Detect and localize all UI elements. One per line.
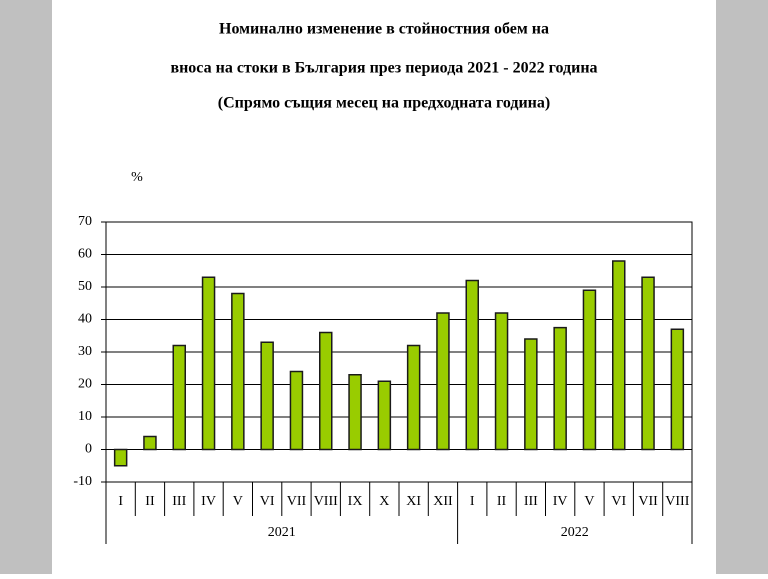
bar: [348, 374, 362, 451]
bar: [582, 289, 597, 451]
x-tick-label: VI: [260, 494, 275, 509]
x-tick-label: V: [233, 494, 243, 509]
x-tick-label: IV: [553, 494, 568, 509]
y-tick-label: 0: [85, 442, 92, 457]
x-tick-label: VIII: [665, 494, 689, 509]
y-axis-label: %: [131, 170, 143, 185]
x-tick-label: XI: [406, 494, 421, 509]
bar: [465, 279, 479, 451]
bar: [377, 380, 392, 451]
bar: [143, 435, 157, 451]
x-tick-label: XII: [433, 494, 453, 509]
x-tick-label: II: [497, 494, 507, 509]
y-tick-label: 20: [78, 377, 92, 392]
y-tick-label: 30: [78, 344, 92, 359]
bar: [494, 312, 509, 451]
bar: [231, 292, 245, 451]
x-tick-label: IX: [348, 494, 363, 509]
y-tick-label: 10: [78, 409, 92, 424]
chart-title: Номинално изменение в стойностния обем н…: [219, 21, 549, 38]
bar: [524, 338, 538, 451]
y-tick-label: 50: [78, 279, 92, 294]
bar: [260, 341, 274, 451]
bar: [406, 344, 421, 451]
bar: [670, 328, 685, 451]
y-tick-label: 70: [78, 214, 92, 229]
side-panel: [716, 0, 768, 574]
group-label: 2022: [561, 525, 589, 540]
x-tick-label: III: [524, 494, 538, 509]
x-tick-label: I: [118, 494, 123, 509]
bar: [113, 448, 128, 467]
bar: [289, 370, 304, 451]
chart-title: вноса на стоки в България през периода 2…: [170, 60, 597, 77]
y-tick-label: 60: [78, 247, 92, 262]
x-tick-label: X: [379, 494, 389, 509]
bar: [553, 326, 567, 451]
bar: [641, 276, 655, 451]
y-tick-label: -10: [73, 474, 92, 489]
bar: [201, 276, 216, 451]
chart-subtitle: (Спрямо същия месец на предходната годин…: [218, 95, 550, 112]
x-tick-label: I: [470, 494, 475, 509]
x-tick-label: VIII: [314, 494, 338, 509]
bar: [436, 312, 450, 451]
x-tick-label: II: [145, 494, 155, 509]
side-panel: [0, 0, 52, 574]
x-tick-label: VII: [638, 494, 658, 509]
x-tick-label: VI: [611, 494, 626, 509]
x-tick-label: IV: [201, 494, 216, 509]
group-label: 2021: [268, 525, 296, 540]
x-tick-label: III: [172, 494, 186, 509]
x-tick-label: V: [584, 494, 594, 509]
bar: [319, 331, 333, 451]
bar: [612, 260, 626, 451]
bar: [172, 344, 186, 451]
y-tick-label: 40: [78, 312, 92, 327]
x-tick-label: VII: [287, 494, 307, 509]
